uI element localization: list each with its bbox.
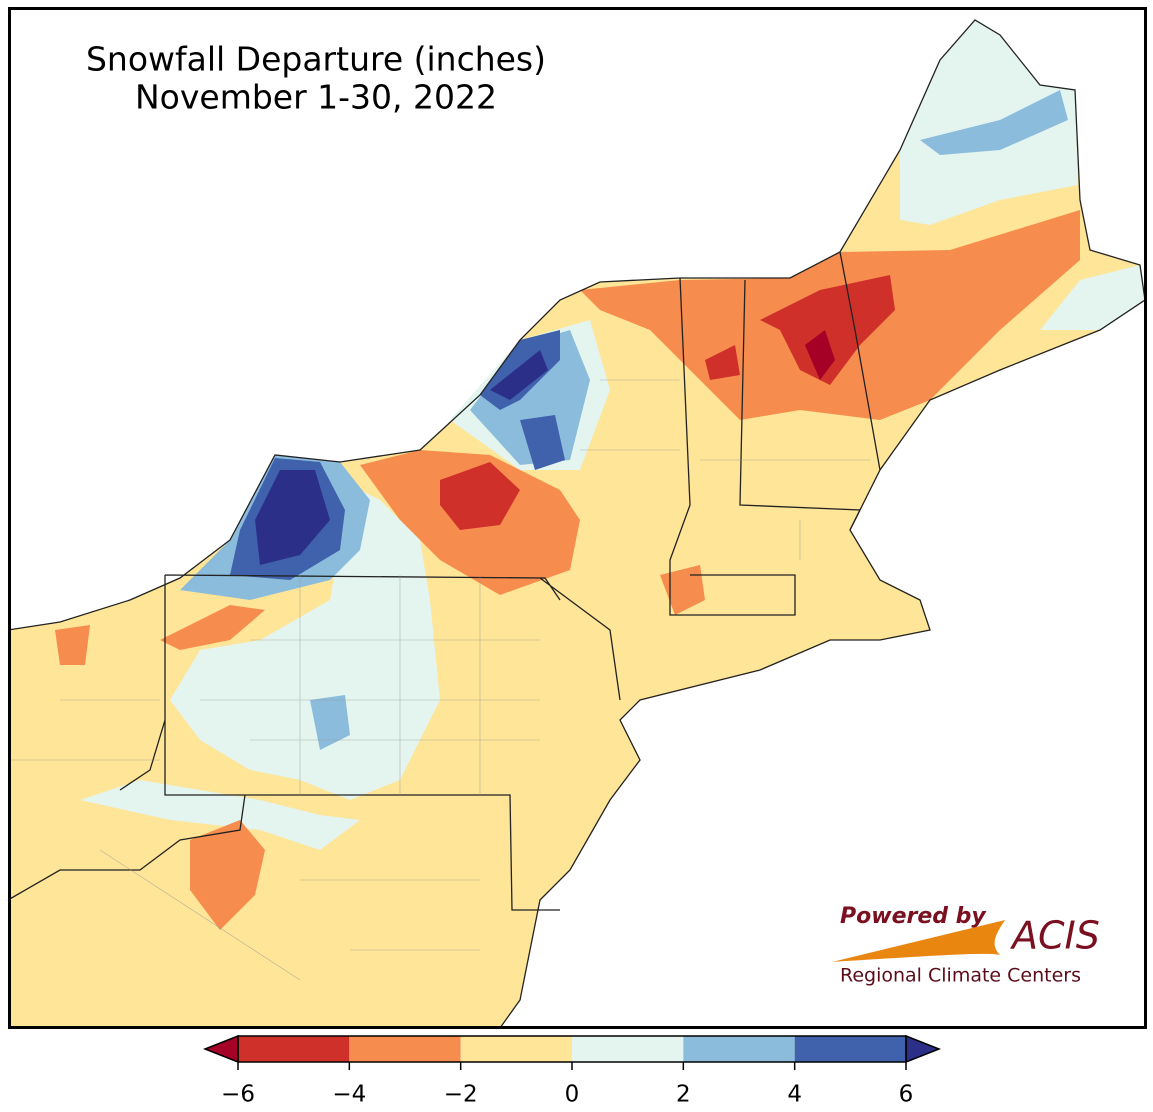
title: Snowfall Departure (inches)	[86, 40, 546, 79]
colorbar-tick-label: 6	[899, 1082, 914, 1108]
state-lines	[7, 251, 881, 911]
logo-subtitle: Regional Climate Centers	[840, 965, 1081, 987]
colorbar-tick-label: 4	[787, 1082, 802, 1108]
zone-plus-0-2	[1040, 265, 1145, 330]
subtitle: November 1-30, 2022	[135, 78, 497, 117]
coast	[7, 19, 1146, 1029]
logo-name: ACIS	[1009, 914, 1100, 958]
zone-plus-0-2	[900, 20, 1078, 225]
county-lines	[8, 379, 870, 981]
zone-over-6	[255, 350, 548, 565]
logo-powered-by: Powered by	[840, 904, 987, 929]
colorbar-bin	[349, 1036, 461, 1062]
zone-minus-4-6	[440, 462, 520, 530]
logo: Powered by ACIS Regional Climate Centers	[832, 904, 1100, 987]
colorbar-tick-label: −4	[332, 1082, 366, 1108]
zone-below-6	[805, 330, 835, 380]
map-frame	[8, 7, 1147, 1029]
zone-plus-0-2	[80, 320, 610, 850]
zone-plus-2-4	[920, 90, 1068, 155]
logo-swoosh	[832, 920, 1005, 962]
colorbar-tick-label: 0	[565, 1082, 580, 1108]
colorbar-tick-label: 2	[676, 1082, 691, 1108]
colorbar-bin	[238, 1036, 350, 1062]
zone-minus-2-4	[55, 565, 705, 930]
colorbar-bin	[794, 1036, 906, 1062]
colorbar-over	[905, 1034, 942, 1064]
colorbar-under	[202, 1034, 239, 1064]
colorbar-bin	[683, 1036, 795, 1062]
colorbar-bin	[460, 1036, 572, 1062]
colorbar: −6 −4 −2 0 2 4 6	[202, 1034, 942, 1108]
colorbar-bin	[572, 1036, 684, 1062]
map	[7, 7, 1147, 1029]
colorbar-tick-label: −2	[444, 1082, 478, 1108]
zone-minus-4-6	[705, 275, 895, 385]
colorbar-tick-label: −6	[221, 1082, 255, 1108]
